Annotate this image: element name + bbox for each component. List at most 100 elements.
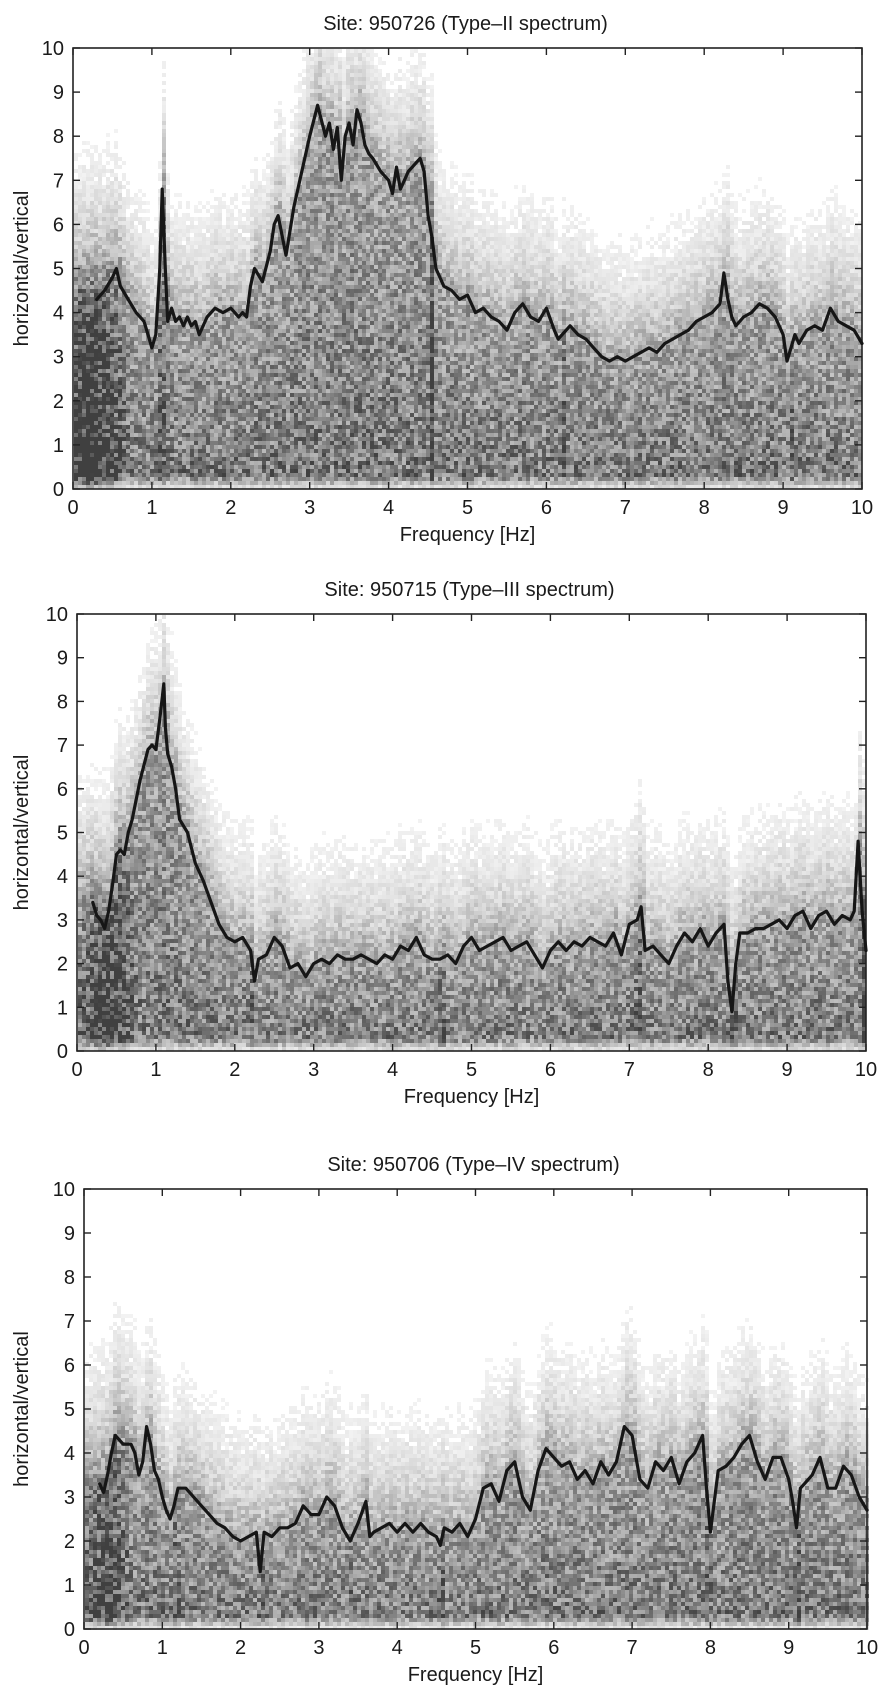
data-point	[383, 954, 386, 956]
data-point	[787, 1478, 790, 1481]
y-tick-label: 0	[57, 1041, 68, 1063]
data-point	[186, 316, 189, 318]
data-point	[853, 910, 855, 912]
data-point	[748, 1434, 751, 1437]
data-point	[576, 1478, 579, 1481]
y-tick-label: 4	[64, 1443, 75, 1465]
data-point	[158, 267, 161, 270]
data-point	[631, 1434, 633, 1437]
x-tick-label: 9	[778, 497, 789, 519]
x-tick-label: 6	[541, 497, 552, 519]
data-point	[111, 276, 114, 279]
data-point	[341, 1527, 344, 1529]
data-point	[305, 975, 307, 978]
data-point	[391, 958, 394, 961]
y-tick-label: 6	[57, 779, 68, 801]
data-point	[178, 818, 181, 821]
data-point	[281, 945, 283, 947]
data-point	[498, 320, 500, 323]
data-point	[435, 1535, 438, 1538]
y-tick-label: 7	[64, 1311, 75, 1333]
data-point	[419, 157, 421, 160]
data-point	[166, 320, 169, 323]
data-point	[328, 122, 331, 124]
data-point	[352, 958, 354, 961]
data-point	[447, 954, 449, 956]
y-axis-label: horizontal/vertical	[11, 755, 33, 911]
data-point	[294, 1522, 297, 1525]
data-point	[577, 333, 579, 336]
data-point	[198, 333, 201, 336]
x-tick-label: 7	[624, 1059, 635, 1081]
data-point	[269, 250, 272, 252]
x-axis-label: Frequency [Hz]	[408, 1664, 544, 1686]
data-point	[648, 347, 650, 349]
data-point	[553, 1456, 555, 1459]
data-point	[675, 945, 678, 947]
data-point	[723, 923, 725, 926]
data-point	[518, 945, 520, 947]
data-point	[470, 936, 473, 939]
data-point	[640, 351, 642, 354]
data-point	[412, 1531, 414, 1533]
data-point	[451, 1531, 453, 1533]
data-point	[573, 940, 575, 943]
data-point	[803, 1483, 806, 1485]
data-point	[110, 1452, 113, 1454]
data-point	[791, 1500, 794, 1503]
data-point	[357, 1522, 359, 1525]
data-point	[143, 320, 145, 323]
data-point	[365, 1500, 367, 1503]
x-tick-label: 9	[782, 1059, 793, 1081]
data-point	[194, 320, 197, 323]
data-point	[654, 1461, 657, 1463]
data-point	[608, 360, 611, 362]
y-tick-label: 1	[57, 997, 68, 1019]
y-tick-label: 7	[53, 170, 64, 192]
mean-hv-curve	[95, 103, 864, 363]
data-point	[490, 1483, 492, 1485]
data-point	[249, 285, 252, 287]
data-point	[478, 949, 481, 952]
data-point	[95, 914, 98, 917]
data-point	[482, 307, 485, 309]
x-tick-label: 0	[67, 497, 78, 519]
data-point	[427, 214, 429, 217]
data-point	[695, 320, 698, 323]
data-point	[612, 932, 615, 934]
data-point	[241, 936, 244, 939]
data-point	[498, 1500, 500, 1503]
data-point	[263, 1531, 265, 1533]
data-point	[861, 910, 863, 912]
chart-title: Site: 950726 (Type–II spectrum)	[323, 13, 608, 35]
data-point	[174, 320, 177, 323]
data-point	[861, 342, 863, 345]
data-point	[439, 958, 441, 961]
data-point	[701, 1434, 704, 1437]
data-point	[663, 342, 666, 345]
data-point	[533, 954, 536, 956]
data-point	[786, 360, 788, 362]
x-tick-label: 2	[225, 497, 236, 519]
y-tick-label: 9	[64, 1223, 75, 1245]
data-point	[662, 1469, 665, 1472]
data-point	[443, 285, 445, 287]
data-point	[717, 1469, 720, 1472]
data-point	[184, 1487, 187, 1489]
data-point	[190, 325, 193, 327]
data-point	[127, 298, 130, 301]
data-point	[407, 170, 410, 173]
data-point	[827, 1487, 829, 1489]
data-point	[849, 919, 852, 921]
data-point	[324, 135, 327, 137]
data-point	[837, 320, 840, 323]
data-point	[166, 753, 169, 755]
data-point	[318, 1513, 320, 1516]
data-point	[592, 1483, 594, 1485]
data-point	[151, 347, 153, 349]
x-axis-label: Frequency [Hz]	[400, 524, 536, 546]
data-point	[764, 1478, 767, 1481]
data-point	[756, 1461, 759, 1463]
data-point	[656, 351, 658, 354]
data-point	[415, 161, 418, 164]
